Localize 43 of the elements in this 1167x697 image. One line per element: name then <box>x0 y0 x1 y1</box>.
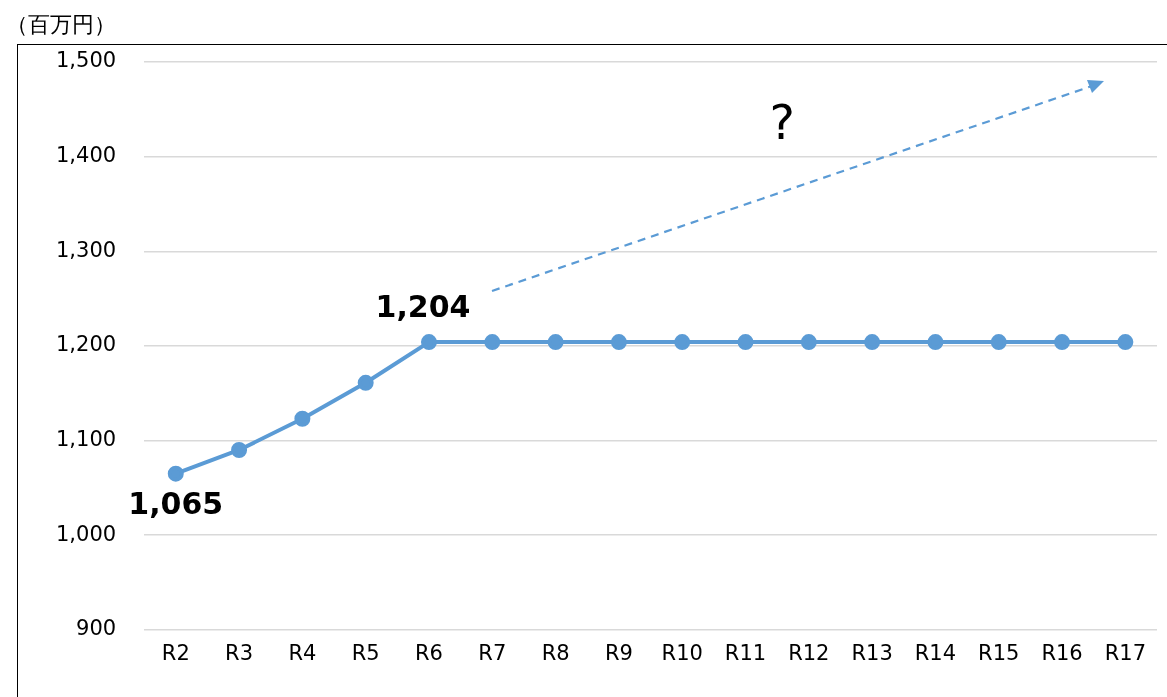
y-axis-title: （百万円） <box>6 11 116 39</box>
y-tick-label: 1,100 <box>55 426 117 451</box>
y-tick-label: 1,400 <box>55 143 117 168</box>
x-tick-label: R3 <box>225 640 254 665</box>
x-tick-label: R14 <box>914 640 957 665</box>
x-tick-label: R9 <box>604 640 633 665</box>
y-tick-label: 1,000 <box>55 521 117 546</box>
x-tick-label: R15 <box>978 640 1020 665</box>
point <box>990 334 1007 351</box>
point <box>420 334 437 351</box>
y-tick-label: 1,500 <box>55 48 117 73</box>
point <box>737 334 754 351</box>
y-tick-label: 1,300 <box>55 237 117 262</box>
x-tick-label: R11 <box>724 640 767 665</box>
point <box>610 334 627 351</box>
x-tick-label: R10 <box>661 640 703 665</box>
point <box>800 334 817 351</box>
point <box>1117 334 1134 351</box>
x-tick-label: R6 <box>415 640 443 665</box>
point <box>674 334 691 351</box>
point <box>547 334 564 351</box>
x-tick-label: R13 <box>851 640 893 665</box>
point <box>484 334 501 351</box>
point <box>864 334 881 351</box>
point <box>1054 334 1071 351</box>
annotation: ? <box>769 94 795 151</box>
x-tick-label: R5 <box>351 640 380 665</box>
point <box>231 442 248 458</box>
x-tick-label: R16 <box>1041 640 1083 665</box>
x-tick-label: R8 <box>541 640 570 665</box>
x-tick-label: R4 <box>288 640 317 665</box>
y-tick-label: 1,200 <box>55 332 117 357</box>
point <box>357 374 374 391</box>
data-label: 1,065 <box>128 486 224 522</box>
x-tick-label: R17 <box>1104 640 1147 665</box>
point <box>167 465 184 482</box>
x-tick-label: R12 <box>788 640 830 665</box>
y-tick-label: 900 <box>76 616 117 641</box>
point <box>927 334 944 351</box>
x-tick-label: R2 <box>161 640 190 665</box>
data-label: 1,204 <box>375 288 471 324</box>
point <box>294 410 311 427</box>
x-tick-label: R7 <box>478 640 507 665</box>
